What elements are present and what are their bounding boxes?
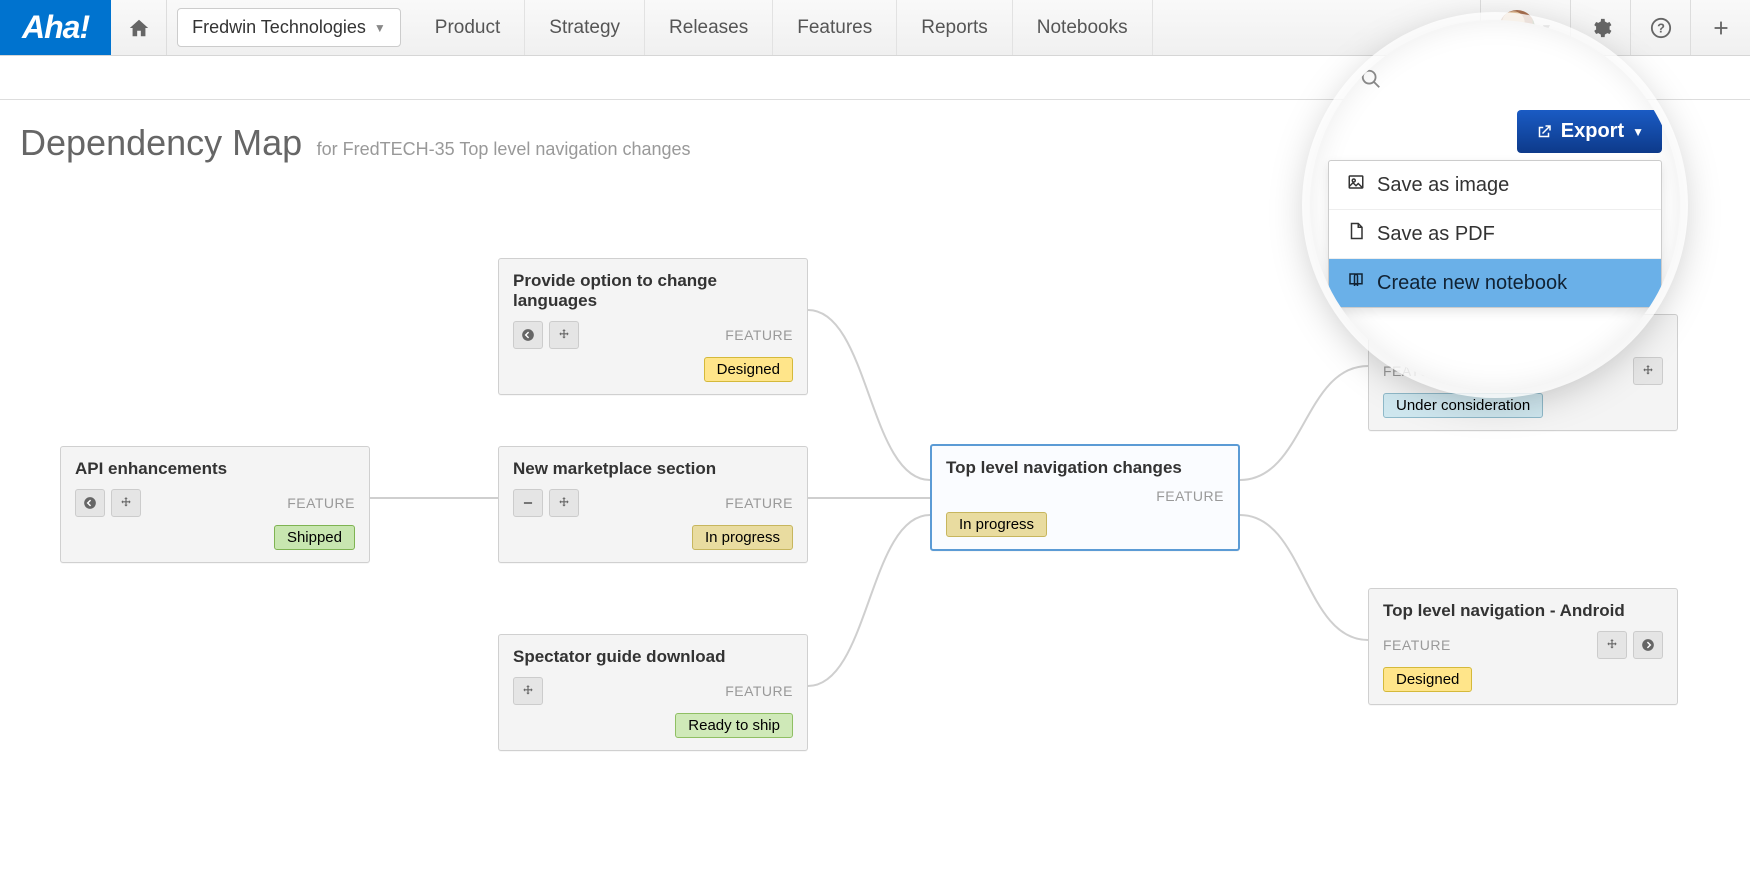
node-type-label: FEATURE — [725, 683, 793, 699]
home-icon — [128, 17, 150, 39]
node-title: Spectator guide download — [513, 647, 793, 667]
minus-button[interactable] — [513, 489, 543, 517]
node-type-label: FEATURE — [1156, 488, 1224, 504]
back-button[interactable] — [75, 489, 105, 517]
node-market[interactable]: New marketplace section FEATURE In progres… — [498, 446, 808, 563]
status-badge: Shipped — [274, 525, 355, 550]
export-button[interactable]: Export ▼ — [1517, 110, 1662, 153]
node-title: New marketplace section — [513, 459, 793, 479]
caret-down-icon: ▼ — [1632, 125, 1644, 139]
node-status-row: Shipped — [75, 525, 355, 550]
menu-item-label: Save as image — [1377, 174, 1509, 197]
caret-down-icon: ▼ — [374, 21, 386, 35]
status-badge: Designed — [1383, 667, 1472, 692]
back-button[interactable] — [513, 321, 543, 349]
move-button[interactable] — [549, 321, 579, 349]
nav-product[interactable]: Product — [411, 0, 525, 55]
node-status-row: In progress — [946, 512, 1224, 537]
node-android[interactable]: Top level navigation - Android FEATURE Des… — [1368, 588, 1678, 705]
status-badge: Under consideration — [1383, 393, 1543, 418]
menu-item-label: Save as PDF — [1377, 223, 1495, 246]
zoom-callout: Export ▼ Save as image Save as PDF Create … — [1310, 20, 1680, 390]
node-lang[interactable]: Provide option to change languages FEATUR… — [498, 258, 808, 395]
node-meta-row: FEATURE — [513, 489, 793, 517]
move-button[interactable] — [111, 489, 141, 517]
export-menu: Save as image Save as PDF Create new noteb… — [1328, 160, 1662, 308]
node-status-row: Designed — [1383, 667, 1663, 692]
status-badge: Ready to ship — [675, 713, 793, 738]
node-title: API enhancements — [75, 459, 355, 479]
node-type-label: FEATURE — [287, 495, 355, 511]
node-actions — [75, 489, 141, 517]
node-status-row: Designed — [513, 357, 793, 382]
node-meta-row: FEATURE — [513, 677, 793, 705]
node-actions — [1597, 631, 1663, 659]
book-icon — [1347, 271, 1365, 295]
move-button[interactable] — [1597, 631, 1627, 659]
node-type-label: FEATURE — [725, 495, 793, 511]
export-menu-item[interactable]: Save as image — [1329, 161, 1661, 210]
pdf-icon — [1347, 222, 1365, 246]
export-button-label: Export — [1561, 120, 1624, 143]
node-actions — [513, 321, 579, 349]
node-status-row: Under consideration — [1383, 393, 1663, 418]
export-menu-item[interactable]: Create new notebook — [1329, 259, 1661, 307]
export-icon — [1535, 123, 1553, 141]
nav-releases[interactable]: Releases — [645, 0, 773, 55]
page-subtitle: for FredTECH-35 Top level navigation cha… — [317, 139, 691, 159]
node-meta-row: FEATURE — [513, 321, 793, 349]
move-button[interactable] — [513, 677, 543, 705]
search-icon[interactable] — [1360, 68, 1382, 96]
status-badge: In progress — [946, 512, 1047, 537]
node-api[interactable]: API enhancements FEATURE Shipped — [60, 446, 370, 563]
node-status-row: In progress — [513, 525, 793, 550]
node-title: Provide option to change languages — [513, 271, 793, 311]
node-spect[interactable]: Spectator guide download FEATURE Ready to … — [498, 634, 808, 751]
node-title: Top level navigation - Android — [1383, 601, 1663, 621]
node-status-row: Ready to ship — [513, 713, 793, 738]
node-type-label: FEATURE — [725, 327, 793, 343]
nav-strategy[interactable]: Strategy — [525, 0, 645, 55]
page-title: Dependency Map — [20, 122, 302, 163]
node-meta-row: FEATURE — [1383, 631, 1663, 659]
brand-logo[interactable]: Aha! — [0, 0, 111, 55]
status-badge: In progress — [692, 525, 793, 550]
nav-reports[interactable]: Reports — [897, 0, 1013, 55]
node-meta-row: FEATURE — [75, 489, 355, 517]
status-badge: Designed — [704, 357, 793, 382]
project-selector[interactable]: Fredwin Technologies ▼ — [177, 8, 401, 47]
image-icon — [1347, 173, 1365, 197]
node-meta-row: FEATURE — [946, 488, 1224, 504]
node-actions — [513, 489, 579, 517]
nav-notebooks[interactable]: Notebooks — [1013, 0, 1153, 55]
menu-item-label: Create new notebook — [1377, 272, 1567, 295]
node-type-label: FEATURE — [1383, 637, 1451, 653]
move-button[interactable] — [549, 489, 579, 517]
forward-button[interactable] — [1633, 631, 1663, 659]
node-toplevel[interactable]: Top level navigation changes FEATURE In pr… — [930, 444, 1240, 551]
node-actions — [513, 677, 543, 705]
home-button[interactable] — [111, 0, 167, 55]
add-button[interactable] — [1690, 0, 1750, 55]
nav-features[interactable]: Features — [773, 0, 897, 55]
plus-icon — [1710, 17, 1732, 39]
project-selector-label: Fredwin Technologies — [192, 17, 366, 38]
node-title: Top level navigation changes — [946, 458, 1224, 478]
export-menu-item[interactable]: Save as PDF — [1329, 210, 1661, 259]
